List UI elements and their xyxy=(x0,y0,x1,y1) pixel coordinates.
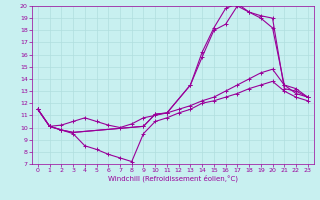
X-axis label: Windchill (Refroidissement éolien,°C): Windchill (Refroidissement éolien,°C) xyxy=(108,175,238,182)
